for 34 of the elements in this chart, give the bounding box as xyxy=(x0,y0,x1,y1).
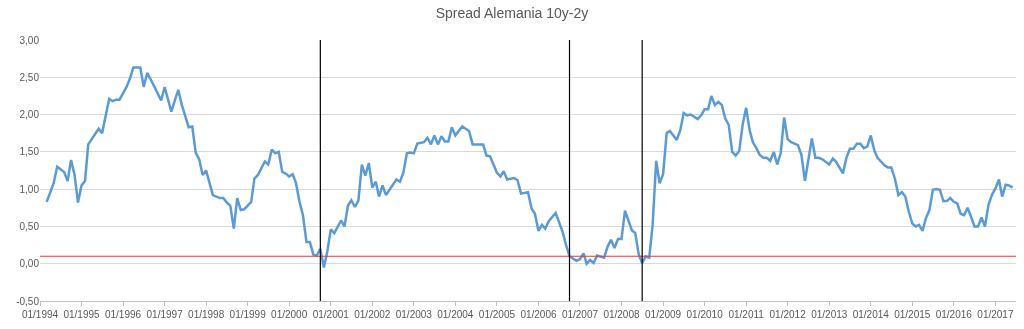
x-tick-label: 01/2007 xyxy=(561,309,599,320)
y-tick-label: 1,00 xyxy=(19,183,40,195)
x-tick-label: 01/2003 xyxy=(395,309,433,320)
line-series xyxy=(45,66,1014,269)
x-tick-label: 01/2016 xyxy=(935,309,973,320)
x-tick-label: 01/1995 xyxy=(63,309,101,320)
y-tick-label: 0,00 xyxy=(19,258,40,270)
x-tick-label: 01/1998 xyxy=(188,309,225,320)
y-tick-label: 0,50 xyxy=(19,220,40,232)
x-tick-label: 01/2008 xyxy=(603,309,640,320)
x-tick-label: 01/2010 xyxy=(686,309,724,320)
x-tick-label: 01/2002 xyxy=(354,309,391,320)
y-tick-label: -0,50 xyxy=(16,295,40,307)
y-tick-label: 2,00 xyxy=(19,109,40,121)
x-tick-label: 01/2001 xyxy=(312,309,350,320)
x-tick-label: 01/2017 xyxy=(977,309,1014,320)
chart-title: Spread Alemania 10y-2y xyxy=(435,5,589,22)
x-tick-label: 01/2004 xyxy=(437,309,474,320)
x-tick-label: 01/2011 xyxy=(728,309,765,320)
x-tick-label: 01/1997 xyxy=(146,309,184,320)
y-tick-label: 1,50 xyxy=(19,146,40,158)
x-tick-label: 01/2000 xyxy=(271,309,308,320)
x-tick-label: 01/2013 xyxy=(811,309,848,320)
x-tick-label: 01/2015 xyxy=(894,309,931,320)
y-tick-label: 2,50 xyxy=(19,71,40,83)
x-tick-label: 01/2009 xyxy=(645,309,682,320)
x-tick-label: 01/1996 xyxy=(104,309,142,320)
x-tick-label: 01/1999 xyxy=(229,309,267,320)
x-tick-label: 01/2012 xyxy=(769,309,807,320)
y-tick-label: 3,00 xyxy=(19,34,40,46)
x-tick-label: 01/1994 xyxy=(21,309,59,320)
x-tick-label: 01/2006 xyxy=(520,309,557,320)
x-tick-label: 01/2014 xyxy=(852,309,890,320)
x-tick-label: 01/2005 xyxy=(478,309,516,320)
